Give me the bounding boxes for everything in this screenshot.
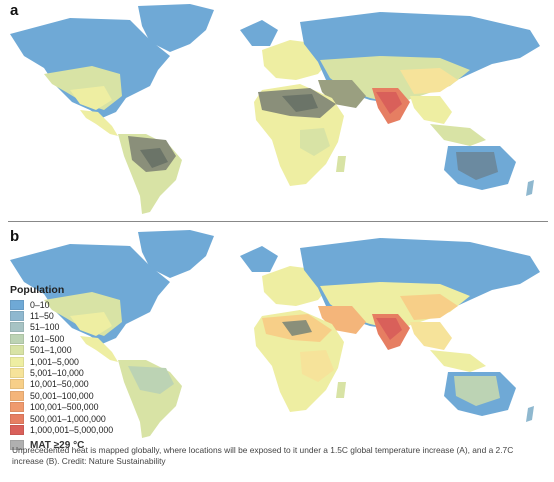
- legend-label: 50,001–100,000: [30, 390, 94, 401]
- legend-item: 50,001–100,000: [10, 390, 160, 401]
- legend-item: 10,001–50,000: [10, 379, 160, 390]
- legend-item: 11–50: [10, 310, 160, 322]
- legend-item: 0–10: [10, 299, 160, 310]
- greenland: [138, 230, 214, 278]
- legend-swatch: [10, 322, 24, 333]
- population-legend: Population 0–10 11–50 51–100 101–500 501–1,0…: [10, 284, 160, 451]
- legend-item: 1,000,001–5,000,000: [10, 424, 160, 435]
- legend-item: 5,001–10,000: [10, 367, 160, 379]
- legend-label: 100,001–500,000: [30, 402, 99, 413]
- legend-item: 100,001–500,000: [10, 402, 160, 413]
- legend-label: 501–1,000: [30, 345, 72, 356]
- legend-item: 101–500: [10, 333, 160, 344]
- legend-item: 500,001–1,000,000: [10, 413, 160, 424]
- legend-rows: 0–10 11–50 51–100 101–500 501–1,000 1,001–5,0…: [10, 299, 160, 436]
- legend-swatch: [10, 368, 24, 379]
- legend-swatch: [10, 379, 24, 390]
- figure-caption: Unprecedented heat is mapped globally, w…: [12, 445, 514, 466]
- legend-label: 11–50: [30, 311, 54, 322]
- legend-swatch: [10, 333, 24, 344]
- map-panel-b: b: [0, 226, 554, 440]
- map-panel-a: a: [0, 0, 554, 218]
- legend-item: 51–100: [10, 322, 160, 333]
- legend-label: 500,001–1,000,000: [30, 413, 106, 424]
- panel-label-a: a: [10, 2, 19, 19]
- legend-label: 0–10: [30, 299, 50, 310]
- legend-mat-label: MAT ≥29 °C: [30, 439, 85, 451]
- legend-item: 1,001–5,000: [10, 356, 160, 367]
- legend-swatch: [10, 402, 24, 413]
- legend-title: Population: [10, 284, 65, 296]
- legend-swatch: [10, 299, 24, 310]
- world-map-b: [10, 230, 540, 438]
- legend-swatch: [10, 413, 24, 424]
- panel-divider: [8, 221, 548, 222]
- legend-label: 101–500: [30, 333, 65, 344]
- legend-label: 51–100: [30, 322, 60, 333]
- legend-mat-row: MAT ≥29 °C: [10, 440, 160, 451]
- legend-mat-swatch: [10, 440, 24, 451]
- legend-label: 1,000,001–5,000,000: [30, 424, 114, 435]
- greenland: [138, 4, 214, 52]
- legend-swatch: [10, 424, 24, 435]
- legend-swatch: [10, 311, 24, 322]
- legend-swatch: [10, 390, 24, 401]
- legend-item: 501–1,000: [10, 345, 160, 356]
- legend-swatch: [10, 345, 24, 356]
- legend-label: 10,001–50,000: [30, 379, 89, 390]
- legend-label: 5,001–10,000: [30, 368, 84, 379]
- legend-label: 1,001–5,000: [30, 356, 79, 367]
- legend-swatch: [10, 356, 24, 367]
- world-map-a: [10, 4, 540, 214]
- panel-label-b: b: [10, 228, 20, 245]
